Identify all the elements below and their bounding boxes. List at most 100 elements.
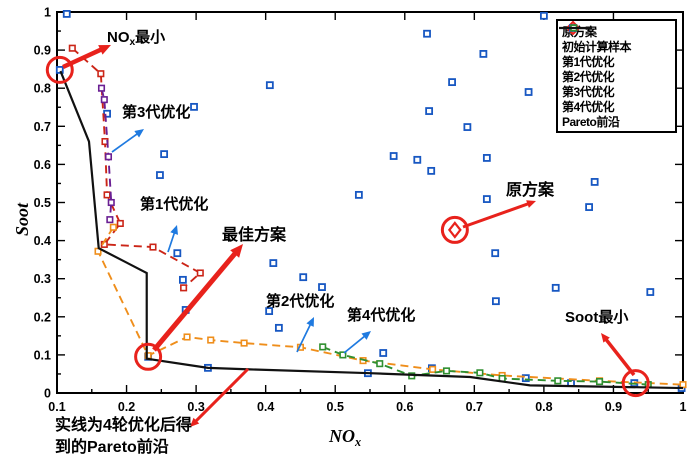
series-marker-第1代优化 — [180, 284, 188, 292]
y-tick-label: 0.9 — [34, 44, 51, 58]
arrow-gen3-shaft — [111, 131, 141, 153]
x-tick-label: 0.1 — [48, 400, 65, 414]
initial-sample-point — [585, 203, 593, 211]
highlight-circle-最佳方案 — [134, 342, 163, 371]
y-tick-label: 0.5 — [34, 196, 51, 210]
initial-sample-point — [491, 249, 500, 258]
series-marker-第1代优化 — [97, 70, 105, 78]
initial-sample-point — [482, 195, 491, 203]
x-tick-label: 1 — [680, 400, 687, 414]
annotation-gen4: 第4代优化 — [347, 307, 416, 324]
series-marker-第1代优化 — [196, 269, 204, 277]
y-tick-label: 0.8 — [34, 82, 51, 96]
x-tick-label: 0.4 — [257, 400, 274, 414]
legend-item-label: 第2代优化 — [562, 70, 615, 84]
chart-legend: 原方案 初始计算样本 第1代优化 第2代优化 第3代优化 第4代优化 Pareto前沿 — [556, 19, 677, 133]
legend-item: 初始计算样本 — [562, 24, 673, 54]
initial-sample-point — [299, 273, 308, 282]
initial-sample-point — [463, 123, 472, 131]
original-design-diamond — [447, 221, 462, 239]
y-tick-label: 0 — [44, 387, 51, 401]
series-marker-第3代优化 — [97, 84, 106, 92]
initial-sample-point — [62, 10, 71, 18]
initial-sample-point — [521, 374, 530, 383]
legend-item: 第3代优化 — [559, 24, 673, 99]
arrow-gen4-shaft — [343, 333, 368, 354]
initial-sample-point — [482, 154, 491, 162]
series-marker-第2代优化 — [240, 339, 248, 347]
initial-sample-point — [646, 288, 655, 296]
series-marker-第2代优化 — [207, 336, 215, 344]
legend-item: 第1代优化 — [559, 24, 673, 69]
x-axis-label-subscript: x — [355, 434, 362, 449]
series-marker-第3代优化 — [104, 153, 113, 161]
arrow-gen3-head — [134, 129, 144, 138]
y-axis-label: Soot — [12, 202, 32, 236]
series-marker-第2代优化 — [183, 333, 191, 341]
series-line-第1代优化 — [71, 47, 202, 289]
x-tick-label: 0.3 — [187, 400, 204, 414]
series-marker-第4代优化 — [595, 378, 604, 386]
initial-sample-point — [427, 166, 436, 175]
series-line-第2代优化 — [96, 226, 684, 386]
arrow-nox-min-shaft — [62, 45, 106, 70]
arrow-gen2-head — [306, 317, 314, 327]
series-marker-第3代优化 — [107, 198, 115, 207]
arrow-best-shaft — [152, 248, 240, 352]
series-marker-第1代优化 — [103, 191, 111, 199]
series-marker-第1代优化 — [116, 219, 124, 228]
annotation-nox-min: NOx最小 — [107, 29, 166, 49]
initial-sample-point — [379, 349, 388, 357]
series-line-Pareto前沿 — [59, 70, 684, 390]
y-tick-label: 0.1 — [34, 348, 51, 362]
x-tick-label: 0.7 — [466, 400, 483, 414]
arrow-gen1-shaft — [167, 229, 177, 253]
series-line-第4代优化 — [322, 346, 649, 386]
arrow-note-head — [190, 417, 200, 427]
initial-sample-point — [425, 107, 434, 115]
x-tick-label: 0.9 — [605, 400, 622, 414]
series-marker-第2代优化 — [109, 223, 117, 231]
initial-sample-point — [173, 249, 182, 258]
series-marker-第3代优化 — [100, 96, 108, 104]
x-tick-label: 0.6 — [396, 400, 413, 414]
initial-sample-point — [160, 150, 169, 159]
annotation-soot-min: Soot最小 — [565, 309, 629, 326]
initial-sample-point — [55, 66, 64, 74]
initial-sample-point — [551, 283, 560, 292]
highlight-circle-NOx最小 — [45, 55, 74, 84]
x-tick-label: 0.8 — [535, 400, 552, 414]
initial-sample-point — [479, 50, 488, 58]
initial-sample-point — [318, 283, 326, 291]
legend-item: 第2代优化 — [559, 24, 673, 84]
initial-sample-point — [190, 102, 198, 111]
arrow-note-shaft — [192, 367, 250, 425]
initial-sample-point — [389, 152, 398, 160]
x-axis-label: NOx — [329, 426, 362, 449]
y-tick-label: 1 — [44, 6, 51, 20]
initial-sample-point — [590, 178, 599, 186]
y-tick-label: 0.7 — [34, 120, 51, 134]
series-marker-第1代优化 — [149, 243, 157, 251]
annotation-best-design: 最佳方案 — [222, 227, 287, 244]
initial-sample-point — [491, 297, 500, 306]
initial-sample-point — [178, 275, 187, 284]
initial-sample-point — [539, 11, 548, 20]
initial-sample-point — [413, 155, 422, 164]
legend-item-label: 第3代优化 — [562, 85, 615, 99]
arrow-nox-min-head — [98, 45, 111, 55]
legend-item-label: 第1代优化 — [562, 55, 615, 69]
initial-sample-point — [274, 323, 283, 332]
legend-item: 第4代优化 — [559, 24, 673, 114]
x-tick-label: 0.2 — [118, 400, 135, 414]
arrow-soot-min-shaft — [602, 336, 636, 377]
arrow-soot-min-head — [601, 333, 610, 343]
annotation-gen1: 第1代优化 — [140, 196, 209, 213]
annotation-pareto-note: 实线为4轮优化后得 到的Pareto前沿 — [55, 415, 192, 459]
legend-item-label: 初始计算样本 — [562, 40, 632, 54]
legend-item-label: Pareto前沿 — [562, 115, 620, 129]
y-tick-label: 0.3 — [34, 272, 51, 286]
y-tick-label: 0.2 — [34, 310, 51, 324]
